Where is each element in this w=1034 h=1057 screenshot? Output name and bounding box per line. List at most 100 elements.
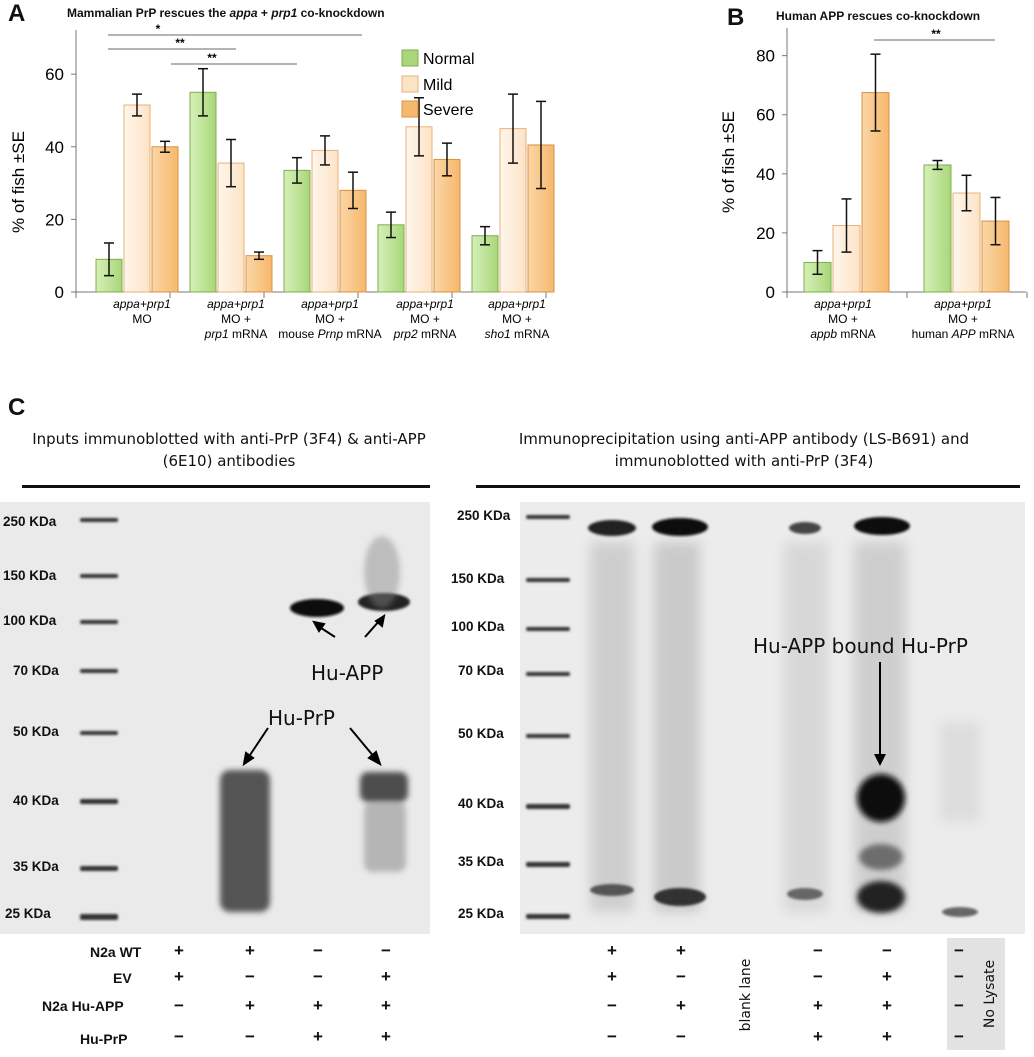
ip-smear-lane1 — [590, 542, 634, 912]
hu-app-smear-lane4 — [364, 536, 400, 608]
sign-left-r1-c4: − — [381, 941, 391, 960]
marker-100-left: 100 KDa — [3, 613, 57, 628]
category-label-1: appa+prp1 MO + appb mRNA — [810, 297, 875, 341]
y-tick-label: 60 — [45, 65, 64, 84]
bar-normal — [189, 91, 217, 293]
sign-right-r1-c4: − — [882, 941, 892, 960]
bound-prp-arrow-head — [874, 754, 886, 766]
marker-40-left: 40 KDa — [13, 793, 59, 808]
sign-left-r4-c2: − — [245, 1027, 255, 1046]
sign-left-r3-c4: + — [381, 996, 391, 1015]
sig-label-3: ** — [207, 51, 217, 65]
marker-70-right: 70 KDa — [458, 663, 504, 678]
ip-low-band-lane4 — [787, 888, 823, 900]
hu-app-annotation: Hu-APP — [311, 661, 384, 685]
no-lysate-label: No Lysate — [982, 959, 998, 1029]
marker-150-right: 150 KDa — [451, 571, 505, 586]
y-axis-label: % of fish ±SE — [9, 131, 28, 233]
sign-no-lysate-2: − — [954, 967, 964, 986]
hu-app-band-lane3 — [290, 599, 344, 617]
panel-b-letter: B — [727, 4, 745, 31]
sign-right-r2-c1: + — [607, 967, 617, 986]
sign-right-r3-c3: + — [813, 996, 823, 1015]
sign-right-r1-c2: + — [676, 941, 686, 960]
ip-band-lane5-low — [857, 881, 905, 913]
sign-left-r2-c1: + — [174, 967, 184, 986]
sign-right-r4-c4: + — [882, 1027, 892, 1046]
ip-blot-svg — [526, 515, 980, 919]
no-lysate-box — [947, 938, 1005, 1050]
y-tick-label: 20 — [45, 210, 64, 229]
sign-no-lysate-3: − — [954, 996, 964, 1015]
ladder-bands — [526, 515, 570, 919]
hu-app-bound-hu-prp-annotation: Hu-APP bound Hu-PrP — [753, 634, 968, 658]
y-tick-label: 0 — [55, 283, 64, 302]
sign-right-r1-c1: + — [607, 941, 617, 960]
title-part-2: appa — [229, 6, 258, 20]
ip-top-band-lane1 — [588, 520, 636, 536]
ip-low-band-lane6 — [942, 907, 978, 917]
sign-no-lysate-4: − — [954, 1027, 964, 1046]
sig-label-2: ** — [175, 36, 185, 50]
category-label-1: appa+prp1 MO — [113, 297, 171, 326]
y-axis-label: % of fish ±SE — [719, 111, 738, 213]
marker-35-left: 35 KDa — [13, 859, 59, 874]
marker-250-right: 250 KDa — [457, 508, 511, 523]
row-label-ev: EV — [113, 970, 132, 986]
sign-left-r4-c1: − — [174, 1027, 184, 1046]
title-part-1: Mammalian PrP rescues the — [67, 6, 230, 20]
ip-blot-image — [520, 502, 1025, 934]
hu-prp-smear-lane2 — [220, 770, 270, 912]
sign-left-r4-c4: + — [381, 1027, 391, 1046]
hu-prp-smear-lane4 — [360, 772, 408, 802]
panel-a-chart: % of fish ±SE 0 20 40 60 * ** ** Normal Mil… — [9, 22, 555, 341]
marker-100-right: 100 KDa — [451, 619, 505, 634]
bar-normal — [283, 169, 311, 293]
title-part-5: co-knockdown — [297, 6, 385, 20]
panel-b-chart: % of fish ±SE 0 20 40 60 80 ** appa+prp1 MO +… — [719, 27, 1028, 341]
hu-prp-annotation: Hu-PrP — [268, 706, 335, 730]
panel-b-title: Human APP rescues co-knockdown — [776, 9, 981, 23]
sign-right-r3-c1: − — [607, 996, 617, 1015]
category-label-2: appa+prp1 MO + human APP mRNA — [912, 297, 1015, 341]
marker-50-left: 50 KDa — [13, 724, 59, 739]
sig-label-1: ** — [931, 27, 941, 41]
marker-150-left: 150 KDa — [3, 568, 57, 583]
marker-40-right: 40 KDa — [458, 796, 504, 811]
marker-250-left: 250 KDa — [3, 514, 57, 529]
sign-right-r2-c4: + — [882, 967, 892, 986]
ip-low-band-lane2 — [654, 888, 706, 906]
ip-smear-lane6 — [940, 722, 980, 822]
ip-smear-lane2 — [654, 542, 700, 912]
sign-right-r1-c3: − — [813, 941, 823, 960]
category-label-2: appa+prp1 MO + prp1 mRNA — [204, 297, 268, 341]
sign-left-r3-c3: + — [313, 996, 323, 1015]
category-label-4: appa+prp1 MO + prp2 mRNA — [393, 297, 457, 341]
legend-swatch-normal — [401, 49, 419, 67]
sign-left-r3-c2: + — [245, 996, 255, 1015]
bar-severe — [245, 255, 273, 293]
input-blot-image — [0, 502, 430, 934]
bar-severe — [151, 146, 179, 293]
sign-right-r4-c2: − — [676, 1027, 686, 1046]
ip-band-lane5-mid — [859, 844, 903, 870]
row-label-n2a-hu-app: N2a Hu-APP — [42, 998, 124, 1014]
panel-c-letter: C — [8, 394, 26, 421]
sign-right-r2-c2: − — [676, 967, 686, 986]
marker-25-right: 25 KDa — [458, 906, 504, 921]
input-blot-svg — [80, 518, 410, 920]
annotation-arrows — [242, 613, 386, 767]
sign-right-r4-c1: − — [607, 1027, 617, 1046]
bar-mild — [311, 149, 339, 293]
sign-left-r2-c3: − — [313, 967, 323, 986]
sign-left-r4-c3: + — [313, 1027, 323, 1046]
sign-right-r4-c3: + — [813, 1027, 823, 1046]
legend-label-normal: Normal — [423, 51, 475, 68]
y-tick-label: 40 — [45, 138, 64, 157]
marker-35-right: 35 KDa — [458, 854, 504, 869]
hu-app-bound-hu-prp-band — [857, 774, 905, 822]
sig-label-1: * — [156, 22, 161, 36]
legend-swatch-mild — [401, 75, 419, 93]
title-part-3: + — [257, 6, 272, 20]
hu-prp-smear-lane4-lower — [364, 802, 406, 872]
